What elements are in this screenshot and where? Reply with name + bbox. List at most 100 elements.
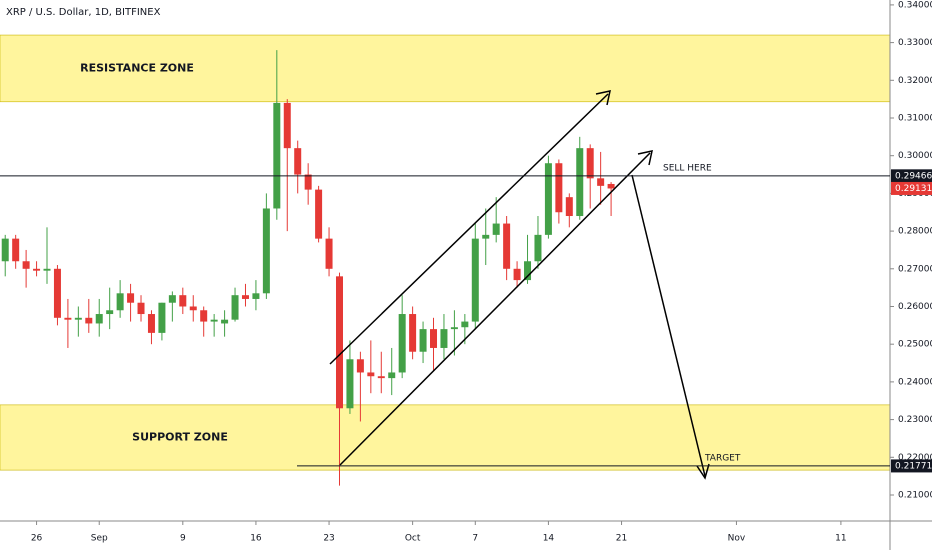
candle-body: [597, 178, 605, 186]
channel-upper: [329, 93, 609, 365]
level-text: TARGET: [704, 453, 741, 463]
candle-body: [283, 102, 291, 149]
price-tag: [891, 181, 932, 195]
candle-body: [315, 189, 323, 239]
zones: RESISTANCE ZONE SUPPORT ZONE: [0, 34, 891, 471]
candle-body: [158, 302, 166, 333]
candle-body: [127, 293, 135, 303]
y-tick-label: 0.25000: [898, 340, 932, 350]
candle-body: [53, 268, 61, 318]
x-tick-label: Sep: [91, 534, 108, 544]
candle-body: [576, 148, 584, 217]
candle-body: [137, 302, 145, 315]
x-tick-label: 23: [323, 534, 334, 544]
candle-body: [367, 372, 375, 377]
candle-body: [304, 174, 312, 190]
y-tick-label: 0.23000: [898, 415, 932, 425]
zone: [0, 404, 891, 471]
x-tick-label: 26: [31, 534, 43, 544]
candle-body: [555, 163, 563, 213]
zone-label: SUPPORT ZONE: [132, 430, 228, 443]
x-tick-label: 9: [180, 534, 186, 544]
candle-body: [85, 317, 93, 324]
y-tick-label: 0.32000: [898, 76, 932, 86]
candle-body: [356, 359, 364, 373]
candle-body: [461, 321, 469, 328]
candle-body: [325, 238, 333, 269]
candle-body: [33, 268, 41, 271]
candle-body: [273, 102, 281, 209]
arrow-head: [595, 90, 611, 106]
y-tick-label: 0.27000: [898, 264, 932, 274]
candle-body: [262, 208, 270, 294]
candle-body: [335, 276, 343, 409]
x-tick-label: 11: [835, 534, 846, 544]
y-tick-label: 0.28000: [898, 227, 932, 237]
candle-body: [388, 372, 396, 379]
arrow-head: [637, 150, 653, 166]
candle-body: [147, 314, 155, 333]
y-tick-label: 0.24000: [898, 377, 932, 387]
y-tick-label: 0.34000: [898, 0, 932, 10]
candle-body: [586, 148, 594, 179]
candle-body: [22, 261, 30, 269]
candle-body: [241, 295, 249, 299]
y-tick-label: 0.30000: [898, 151, 932, 161]
candle-body: [189, 306, 197, 311]
y-tick-label: 0.26000: [898, 302, 932, 312]
x-tick-label: Nov: [728, 534, 746, 544]
y-tick-label: 0.33000: [898, 38, 932, 48]
candle-body: [43, 268, 51, 271]
candle-body: [430, 329, 438, 348]
candle-body: [106, 310, 114, 315]
candle-body: [252, 293, 260, 299]
y-tick-label: 0.21000: [898, 490, 932, 500]
candle-body: [1, 238, 9, 262]
drawings: [329, 90, 710, 480]
y-tick-label: 0.22000: [898, 453, 932, 463]
candle-body: [168, 295, 176, 303]
x-tick-label: 7: [472, 534, 478, 544]
price-tag-label: 0.29131: [895, 184, 932, 194]
candle-body: [116, 293, 124, 311]
price-tag: [891, 459, 932, 473]
arrow-head: [696, 463, 710, 480]
zone: [0, 34, 891, 103]
candle-body: [482, 234, 490, 239]
candle-body: [419, 329, 427, 352]
candle-body: [471, 238, 479, 322]
price-tag: [891, 169, 932, 183]
chart-title: XRP / U.S. Dollar, 1D, BITFINEX: [6, 7, 161, 18]
channel-lower: [339, 152, 651, 466]
plot: [1, 50, 615, 486]
level-text: SELL HERE: [663, 163, 712, 173]
x-tick-label: 14: [543, 534, 555, 544]
candle-body: [607, 183, 615, 189]
candle-body: [544, 163, 552, 235]
x-tick-label: 16: [250, 534, 262, 544]
candle-body: [346, 359, 354, 409]
x-tick-label: Oct: [405, 534, 421, 544]
candle-body: [231, 295, 239, 320]
candle-body: [200, 310, 208, 322]
y-tick-label: 0.31000: [898, 113, 932, 123]
candle-body: [513, 268, 521, 281]
candle-body: [503, 223, 511, 269]
price-tag-label: 0.29466: [895, 171, 932, 181]
candle-body: [74, 317, 82, 320]
candle-body: [565, 197, 573, 217]
candle-body: [524, 261, 532, 281]
candle-body: [294, 148, 302, 175]
candle-body: [64, 317, 72, 320]
x-tick-label: 21: [616, 534, 627, 544]
candle-body: [450, 327, 458, 330]
candle-body: [377, 376, 385, 379]
candle-body: [398, 314, 406, 373]
candle-body: [221, 319, 229, 324]
candle-body: [95, 314, 103, 324]
target-arrow: [631, 174, 706, 477]
candle-body: [409, 314, 417, 352]
candle-body: [12, 238, 20, 262]
price-tag-label: 0.21771: [895, 461, 932, 471]
